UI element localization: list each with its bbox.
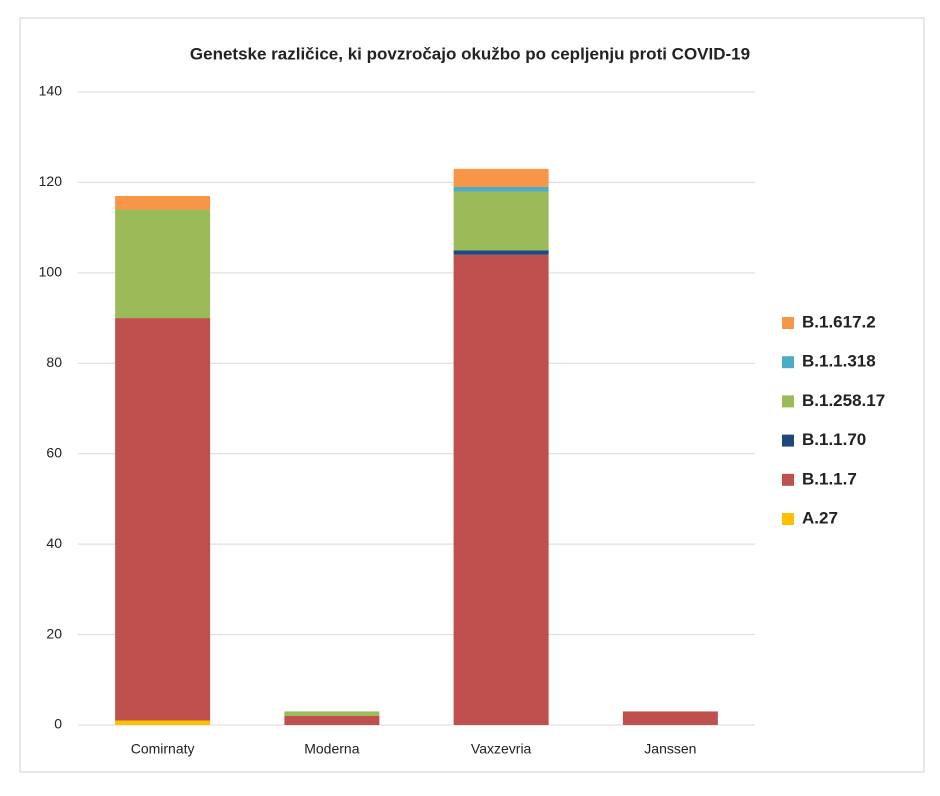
legend-label: B.1.1.318 <box>802 352 876 371</box>
bar-segment <box>453 168 549 187</box>
bar-segment <box>453 186 549 192</box>
y-tick-label: 140 <box>39 83 63 99</box>
bar-segment <box>453 254 549 725</box>
y-tick-label: 100 <box>39 264 63 280</box>
x-tick-label: Moderna <box>304 741 359 757</box>
bar-segment <box>115 720 211 725</box>
legend-swatch <box>782 473 794 486</box>
y-tick-label: 120 <box>39 173 63 189</box>
bar-segment <box>622 711 718 725</box>
bar-segment <box>115 318 211 721</box>
legend-swatch <box>782 395 794 408</box>
y-tick-label: 60 <box>46 444 62 460</box>
legend-label: B.1.1.7 <box>802 469 857 488</box>
legend-swatch <box>782 513 794 525</box>
x-tick-label: Comirnaty <box>131 741 195 757</box>
bar-segment <box>115 195 211 210</box>
chart-title: Genetske različice, ki povzročajo okužbo… <box>190 44 750 63</box>
legend-label: B.1.617.2 <box>802 312 876 331</box>
bar-segment <box>284 715 380 725</box>
y-tick-label: 40 <box>46 535 62 551</box>
legend-swatch <box>782 356 794 369</box>
y-tick-label: 0 <box>54 716 62 732</box>
y-tick-label: 20 <box>46 625 62 641</box>
legend-label: B.1.1.70 <box>802 430 866 449</box>
bar-segment <box>115 209 211 319</box>
legend-label: B.1.258.17 <box>802 391 885 410</box>
bar-segment <box>284 711 380 716</box>
legend-swatch <box>782 434 794 447</box>
x-tick-label: Janssen <box>644 741 696 757</box>
x-tick-label: Vaxzevria <box>471 741 532 757</box>
y-tick-label: 80 <box>46 354 62 370</box>
legend-label: A.27 <box>802 508 838 527</box>
legend-swatch <box>782 317 794 329</box>
bar-segment <box>453 250 549 255</box>
bar-segment <box>453 191 549 251</box>
